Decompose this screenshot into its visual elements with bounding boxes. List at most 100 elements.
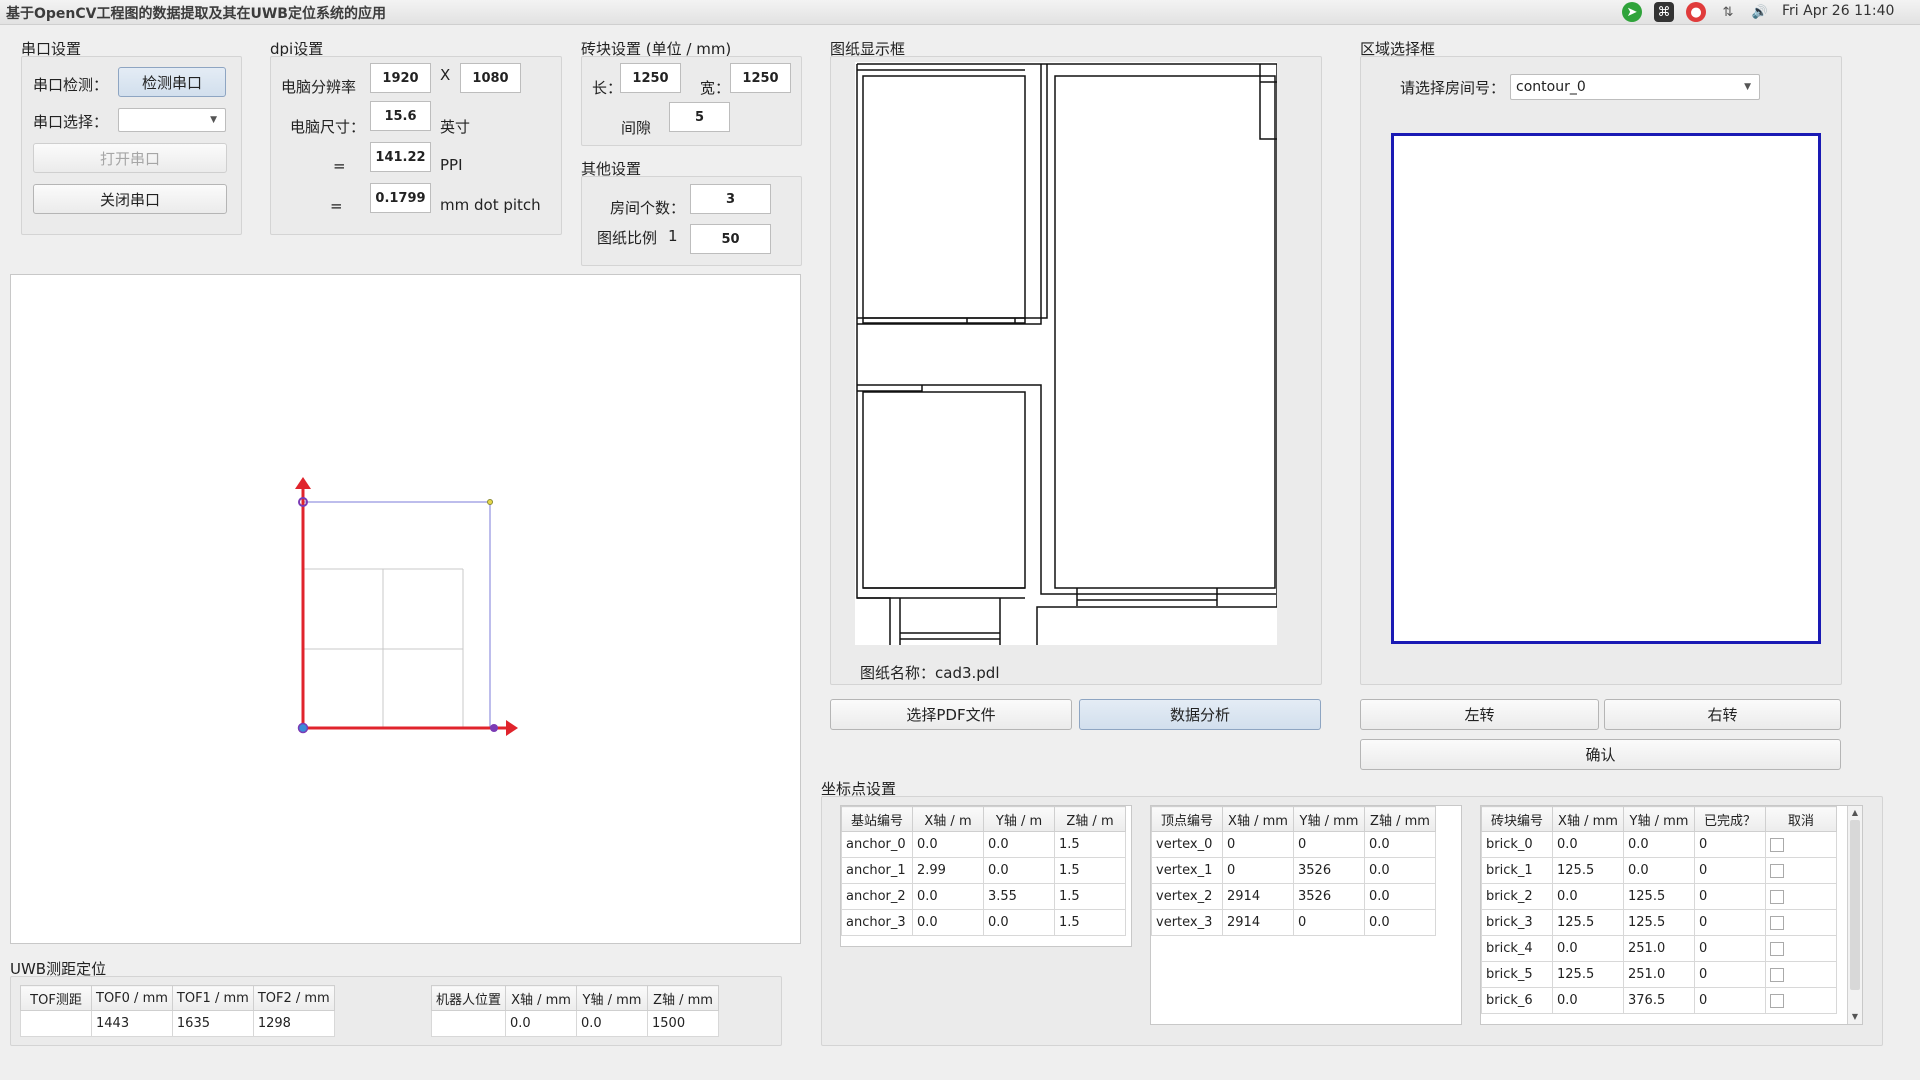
brick-cell[interactable]: brick_3 — [1481, 909, 1553, 936]
scrollbar-thumb[interactable] — [1850, 820, 1860, 990]
anchor-cell[interactable]: 3.55 — [983, 883, 1055, 910]
screen-size-input[interactable]: 15.6 — [370, 101, 431, 131]
anchor-cell[interactable]: 0.0 — [912, 909, 984, 936]
network-icon[interactable]: ⇅ — [1722, 4, 1734, 20]
brick-cell[interactable]: 125.5 — [1552, 857, 1624, 884]
brick-cell[interactable]: 0 — [1694, 857, 1766, 884]
brick-width-input[interactable]: 1250 — [730, 63, 791, 93]
brick-cell[interactable]: 125.5 — [1552, 961, 1624, 988]
resolution-height-input[interactable]: 1080 — [460, 63, 521, 93]
anchor-cell[interactable]: anchor_0 — [841, 831, 913, 858]
vertex-cell[interactable]: 3526 — [1293, 857, 1365, 884]
anchor-cell[interactable]: 1.5 — [1054, 831, 1126, 858]
room-count-input[interactable]: 3 — [690, 184, 771, 214]
brick-cell[interactable]: 0 — [1694, 961, 1766, 988]
room-select[interactable]: contour_0 ▼ — [1510, 74, 1760, 100]
detect-serial-button[interactable]: 检测串口 — [118, 67, 226, 97]
brick-gap-input[interactable]: 5 — [669, 102, 730, 132]
brick-cell[interactable]: 125.5 — [1552, 909, 1624, 936]
rotate-right-button[interactable]: 右转 — [1604, 699, 1841, 730]
brick-cell[interactable]: brick_5 — [1481, 961, 1553, 988]
vertex-cell[interactable]: vertex_1 — [1151, 857, 1223, 884]
vertex-cell[interactable]: 0.0 — [1364, 883, 1436, 910]
scale-input[interactable]: 50 — [690, 224, 771, 254]
vertex-cell[interactable]: 2914 — [1222, 909, 1294, 936]
brick-cell[interactable]: 0.0 — [1552, 831, 1624, 858]
serial-port-select[interactable]: ▼ — [118, 108, 226, 132]
anchor-cell[interactable]: anchor_3 — [841, 909, 913, 936]
anchor-cell[interactable]: anchor_1 — [841, 857, 913, 884]
brick-cell[interactable]: 251.0 — [1623, 961, 1695, 988]
vertex-cell[interactable]: 3526 — [1293, 883, 1365, 910]
cancel-checkbox[interactable] — [1770, 863, 1784, 878]
confirm-button[interactable]: 确认 — [1360, 739, 1841, 770]
region-preview[interactable] — [1391, 133, 1821, 644]
record-icon[interactable]: ● — [1686, 2, 1706, 22]
scroll-up-icon[interactable]: ▲ — [1851, 808, 1859, 817]
telegram-icon[interactable]: ➤ — [1622, 2, 1642, 22]
vertex-cell[interactable]: vertex_2 — [1151, 883, 1223, 910]
brick-cell[interactable]: 125.5 — [1623, 909, 1695, 936]
brick-cell[interactable]: 0.0 — [1552, 987, 1624, 1014]
robot-cell[interactable]: 0.0 — [576, 1010, 649, 1037]
cancel-checkbox[interactable] — [1770, 993, 1784, 1008]
vertex-cell[interactable]: vertex_0 — [1151, 831, 1223, 858]
vertex-cell[interactable]: 2914 — [1222, 883, 1294, 910]
brick-cell[interactable]: 0 — [1694, 909, 1766, 936]
cancel-checkbox[interactable] — [1770, 915, 1784, 930]
brick-cell[interactable]: 0 — [1694, 987, 1766, 1014]
vertex-cell[interactable]: 0 — [1293, 831, 1365, 858]
anchor-cell[interactable]: 1.5 — [1054, 883, 1126, 910]
vertex-cell[interactable]: 0.0 — [1364, 909, 1436, 936]
vertex-cell[interactable]: 0 — [1293, 909, 1365, 936]
layout-canvas[interactable] — [10, 274, 801, 944]
scroll-down-icon[interactable]: ▼ — [1851, 1012, 1859, 1021]
select-pdf-button[interactable]: 选择PDF文件 — [830, 699, 1072, 730]
cancel-checkbox[interactable] — [1770, 889, 1784, 904]
vertex-cell[interactable]: 0 — [1222, 831, 1294, 858]
brick-cell[interactable]: brick_4 — [1481, 935, 1553, 962]
vertex-cell[interactable]: 0 — [1222, 857, 1294, 884]
brick-table-scrollbar[interactable]: ▲ ▼ — [1847, 806, 1862, 1024]
anchor-cell[interactable]: 0.0 — [983, 909, 1055, 936]
brick-cell[interactable]: brick_2 — [1481, 883, 1553, 910]
vertex-cell[interactable]: vertex_3 — [1151, 909, 1223, 936]
tof-cell[interactable]: 1298 — [252, 1010, 335, 1037]
brick-cell[interactable]: 0.0 — [1552, 883, 1624, 910]
anchor-cell[interactable]: 2.99 — [912, 857, 984, 884]
ppi-input[interactable]: 141.22 — [370, 142, 431, 172]
resolution-width-input[interactable]: 1920 — [370, 63, 431, 93]
tof-cell[interactable]: 1443 — [91, 1010, 173, 1037]
analyze-data-button[interactable]: 数据分析 — [1079, 699, 1321, 730]
vertex-cell[interactable]: 0.0 — [1364, 857, 1436, 884]
anchor-cell[interactable]: 1.5 — [1054, 909, 1126, 936]
brick-cell[interactable]: 0 — [1694, 935, 1766, 962]
brick-cell[interactable]: brick_1 — [1481, 857, 1553, 884]
robot-cell[interactable]: 0.0 — [505, 1010, 578, 1037]
dot-pitch-input[interactable]: 0.1799 — [370, 183, 431, 213]
brick-length-input[interactable]: 1250 — [620, 63, 681, 93]
anchor-cell[interactable]: 0.0 — [912, 831, 984, 858]
cancel-checkbox[interactable] — [1770, 967, 1784, 982]
brick-cell[interactable]: 0.0 — [1552, 935, 1624, 962]
anchor-cell[interactable]: 0.0 — [912, 883, 984, 910]
brick-cell[interactable]: 0 — [1694, 883, 1766, 910]
volume-icon[interactable]: 🔊 — [1751, 4, 1769, 20]
cancel-checkbox[interactable] — [1770, 941, 1784, 956]
command-icon[interactable]: ⌘ — [1654, 2, 1674, 22]
tof-cell[interactable]: 1635 — [171, 1010, 254, 1037]
open-serial-button[interactable]: 打开串口 — [33, 143, 227, 173]
brick-cell[interactable]: brick_0 — [1481, 831, 1553, 858]
rotate-left-button[interactable]: 左转 — [1360, 699, 1599, 730]
anchor-cell[interactable]: 0.0 — [983, 857, 1055, 884]
close-serial-button[interactable]: 关闭串口 — [33, 184, 227, 214]
anchor-cell[interactable]: 1.5 — [1054, 857, 1126, 884]
robot-cell[interactable] — [430, 1010, 507, 1037]
anchor-cell[interactable]: anchor_2 — [841, 883, 913, 910]
clock[interactable]: Fri Apr 26 11:40 — [1782, 3, 1895, 19]
drawing-viewer[interactable] — [855, 62, 1277, 645]
brick-cell[interactable]: 0.0 — [1623, 831, 1695, 858]
robot-cell[interactable]: 1500 — [647, 1010, 720, 1037]
brick-cell[interactable]: 0.0 — [1623, 857, 1695, 884]
brick-cell[interactable]: 125.5 — [1623, 883, 1695, 910]
